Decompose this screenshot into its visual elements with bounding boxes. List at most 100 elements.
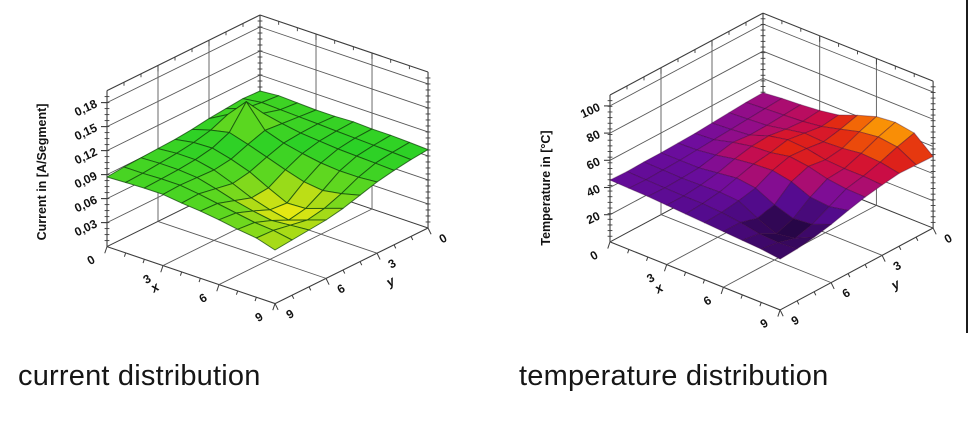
z-axis-tick-label: 40: [584, 181, 602, 199]
grid-line: [157, 220, 327, 279]
caption-temperature-distribution: temperature distribution: [519, 360, 829, 392]
grid-line: [106, 26, 261, 104]
grid-line: [779, 227, 934, 311]
grid-line: [123, 252, 127, 257]
z-axis-tick-label: 0,12: [72, 144, 99, 167]
grid-line: [104, 246, 108, 254]
grid-line: [847, 273, 851, 278]
grid-line: [609, 12, 764, 96]
y-axis-tick-label: 3: [891, 258, 904, 274]
grid-line: [609, 78, 764, 161]
grid-line: [410, 236, 414, 241]
z-axis-tick-label: 0,03: [72, 216, 99, 239]
y-axis-tick-label: 6: [840, 285, 853, 301]
grid-line: [881, 255, 886, 262]
grid-line: [259, 74, 429, 133]
temperature-distribution-plot: 20 40 60 80 100 0 3 6 9 0 3 6 9 x y Temperature in [°C]: [486, 0, 972, 355]
z-axis-tick-label: 60: [584, 154, 602, 172]
grid-line: [609, 50, 764, 134]
grid-line: [179, 271, 183, 276]
grid-line: [259, 26, 429, 85]
grid-line: [359, 261, 363, 266]
grid-line: [627, 249, 630, 254]
grid-line: [762, 12, 934, 82]
grid-line: [720, 287, 724, 295]
grid-line: [762, 23, 934, 93]
grid-line: [308, 286, 312, 291]
grid-line: [393, 244, 397, 249]
grid-line: [813, 291, 817, 296]
y-axis-title: y: [888, 276, 903, 293]
z-axis-tick-label: 0,09: [72, 168, 99, 191]
grid-line: [646, 256, 649, 261]
grid-line: [274, 227, 429, 305]
grid-line: [254, 297, 257, 302]
grid-line: [683, 271, 687, 277]
grid-line: [830, 282, 835, 290]
grid-line: [762, 50, 934, 120]
current-distribution-plot: 0,03 0,06 0,09 0,12 0,15 0,18 0 3 6 9 0 3 6 9 x y Curren…: [0, 0, 486, 355]
grid-line: [274, 303, 279, 311]
grid-line: [607, 241, 611, 249]
grid-line: [325, 278, 330, 285]
grid-line: [216, 284, 220, 292]
y-axis-tick-label: 3: [386, 256, 399, 272]
grid-line: [427, 227, 432, 235]
grid-line: [864, 264, 868, 269]
z-axis-title: Current in [A/Segment]: [35, 104, 49, 241]
grid-line: [779, 309, 784, 317]
y-axis-tick-label: 0: [942, 231, 955, 247]
grid-line: [932, 227, 937, 235]
y-axis-tick-label: 6: [335, 281, 348, 297]
grid-line: [272, 303, 276, 311]
grid-line: [259, 14, 429, 73]
image-frame-edge-line: [966, 0, 968, 333]
caption-current-distribution: current distribution: [18, 360, 261, 392]
grid-line: [663, 264, 668, 272]
grid-line: [915, 236, 919, 241]
z-axis-tick-label: 0,06: [72, 192, 99, 215]
x-axis-tick-label: 9: [758, 316, 771, 332]
grid-line: [777, 309, 781, 317]
grid-line: [259, 50, 429, 109]
z-axis-tick-label: 80: [584, 127, 602, 145]
grid-line: [702, 279, 705, 284]
x-axis-tick-label: 6: [701, 293, 714, 309]
grid-line: [609, 241, 781, 311]
grid-line: [796, 300, 800, 305]
x-axis-title: x: [147, 279, 162, 296]
grid-line: [106, 246, 276, 305]
x-axis-tick-label: 0: [588, 248, 601, 264]
grid-line: [198, 278, 201, 283]
y-axis-title: y: [383, 273, 398, 290]
grid-line: [218, 208, 373, 285]
grid-line: [740, 294, 743, 299]
grid-line: [609, 23, 764, 107]
surface-cell: [760, 242, 798, 260]
grid-line: [235, 290, 239, 295]
grid-line: [660, 214, 832, 284]
z-axis-tick-label: 20: [584, 209, 602, 227]
grid-line: [376, 252, 381, 260]
grid-line: [759, 302, 762, 307]
grid-line: [142, 259, 145, 264]
y-axis-tick-label: 0: [437, 231, 450, 247]
x-axis-tick-label: 9: [253, 309, 266, 325]
y-axis-tick-label: 9: [789, 313, 802, 329]
z-axis-tick-label: 100: [578, 100, 602, 121]
grid-line: [160, 265, 164, 273]
z-axis-title: Temperature in [°C]: [539, 130, 553, 245]
grid-line: [898, 246, 902, 251]
surface-cell: [255, 229, 293, 251]
z-axis-tick-label: 0,18: [72, 96, 99, 119]
grid-line: [291, 294, 295, 299]
y-axis-tick-label: 9: [284, 306, 297, 322]
grid-line: [106, 50, 261, 128]
grid-line: [106, 14, 261, 92]
x-axis-tick-label: 6: [197, 290, 210, 306]
x-axis-title: x: [651, 279, 666, 296]
grid-line: [342, 269, 346, 274]
